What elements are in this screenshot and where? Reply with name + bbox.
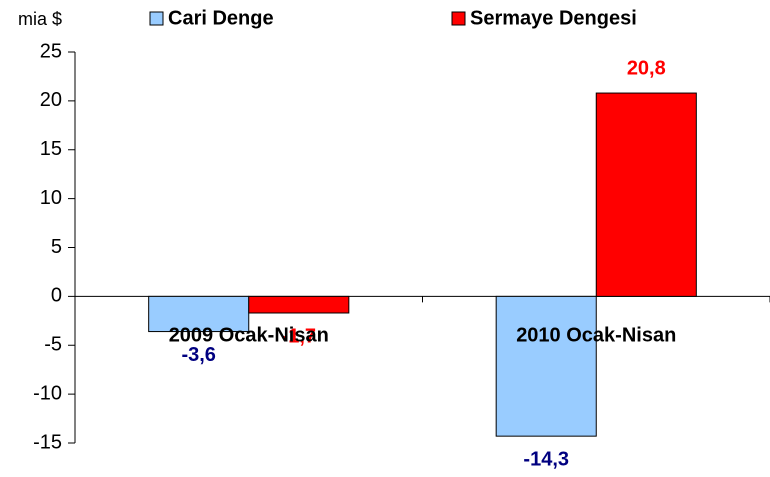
y-tick-label: 20 [40,89,62,111]
value-label: -14,3 [523,448,569,470]
value-label: -3,6 [181,344,215,366]
value-label: -1,7 [282,325,316,347]
legend-swatch [149,11,164,26]
y-tick-label: 10 [40,187,62,209]
y-tick-label: 0 [51,285,62,307]
y-tick-label: 5 [51,236,62,258]
bar [595,92,697,297]
bar [148,295,250,333]
y-tick-label: -15 [33,431,62,453]
x-tick-label: 2010 Ocak-Nisan [516,325,676,347]
x-tick-label: 2009 Ocak-Nisan [169,325,329,347]
legend-label: Sermaye Dengesi [470,7,637,29]
y-tick-label: -5 [44,334,62,356]
bar [248,295,350,314]
y-axis-label: mia $ [18,9,62,29]
y-tick-label: 15 [40,138,62,160]
y-tick-label: 25 [40,40,62,62]
value-label: 20,8 [627,57,666,79]
bar [495,295,597,437]
legend-label: Cari Denge [168,7,274,29]
y-tick-label: -10 [33,382,62,404]
legend-swatch [451,11,466,26]
